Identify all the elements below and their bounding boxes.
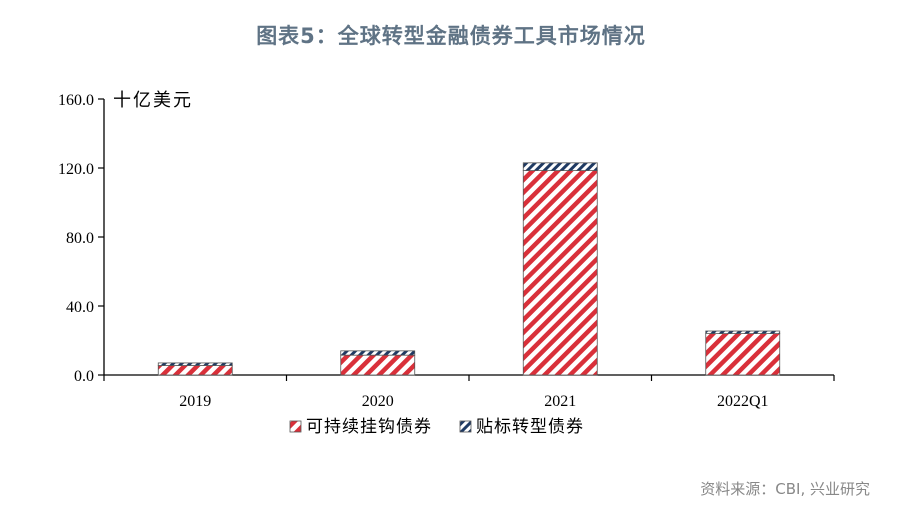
y-tick-label: 80.0 xyxy=(66,230,94,247)
legend-swatch-transition xyxy=(459,420,472,433)
x-tick-label: 2022Q1 xyxy=(717,393,769,410)
source-note: 资料来源：CBI, 兴业研究 xyxy=(700,480,870,498)
legend: 可持续挂钩债券 贴标转型债券 xyxy=(289,417,584,437)
x-tick-label: 2019 xyxy=(179,393,211,410)
bar-sustainability-linked-2022Q1 xyxy=(705,333,781,376)
bar-transition-2021 xyxy=(522,162,598,171)
tick-labels: 0.0 40.0 80.0 120.0 160.0 十亿美元 2019 2020 2021 202… xyxy=(58,90,769,410)
bar-sustainability-linked-2019 xyxy=(157,365,233,376)
bar-sustainability-linked-2020 xyxy=(340,354,416,376)
x-tick-label: 2021 xyxy=(544,393,576,410)
y-tick-label: 40.0 xyxy=(66,299,94,316)
y-axis-unit-label: 十亿美元 xyxy=(113,90,193,111)
bar-transition-2022Q1 xyxy=(705,330,781,335)
bar-sustainability-linked-2021 xyxy=(522,170,598,376)
y-tick-label: 0.0 xyxy=(74,368,94,385)
bar-transition-2019 xyxy=(157,362,233,366)
x-tick-label: 2020 xyxy=(362,393,394,410)
chart-title: 图表5：全球转型金融债券工具市场情况 xyxy=(256,24,646,48)
bar-transition-2020 xyxy=(340,350,416,356)
bars xyxy=(157,162,781,376)
legend-label-sustainability-linked: 可持续挂钩债券 xyxy=(306,417,432,437)
y-tick-label: 120.0 xyxy=(58,161,94,178)
legend-swatch-sustainability-linked xyxy=(289,420,302,433)
y-tick-label: 160.0 xyxy=(58,92,94,109)
legend-label-transition: 贴标转型债券 xyxy=(476,417,584,437)
